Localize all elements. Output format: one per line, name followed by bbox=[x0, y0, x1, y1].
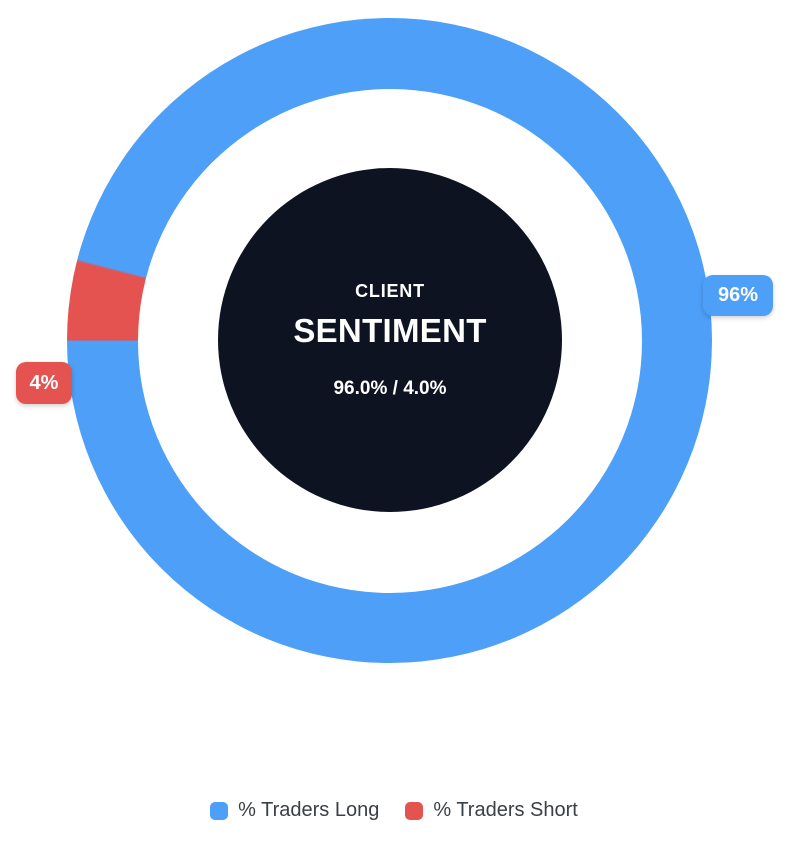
legend-label-traders-short: % Traders Short bbox=[433, 799, 578, 821]
short-swatch-icon bbox=[405, 801, 424, 820]
legend-label-traders-long: % Traders Long bbox=[238, 799, 380, 821]
long-swatch-icon bbox=[210, 801, 229, 820]
short-value-badge: 4% bbox=[16, 362, 72, 404]
legend-item-traders-short[interactable]: % Traders Short bbox=[405, 799, 578, 822]
long-value-badge: 96% bbox=[703, 275, 773, 316]
center-values-text: 96.0% / 4.0% bbox=[333, 378, 447, 399]
legend-item-traders-long[interactable]: % Traders Long bbox=[210, 799, 379, 822]
center-disc: CLIENT SENTIMENT 96.0% / 4.0% bbox=[218, 168, 562, 512]
center-title-main: SENTIMENT bbox=[293, 312, 487, 349]
center-title-top: CLIENT bbox=[355, 281, 425, 301]
legend: % Traders Long % Traders Short bbox=[0, 799, 788, 822]
